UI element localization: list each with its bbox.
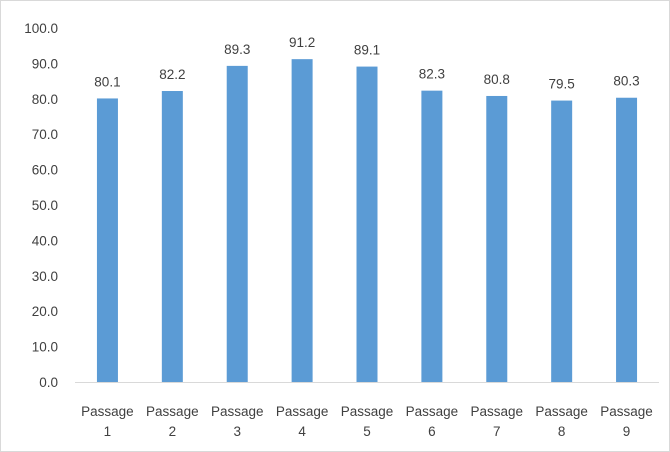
data-label: 89.1 [354, 43, 380, 58]
y-tick-label: 0.0 [39, 375, 58, 390]
bar [96, 98, 118, 383]
x-category-label: 1 [104, 424, 112, 439]
bar [226, 65, 248, 383]
x-category-label: 2 [169, 424, 177, 439]
data-label: 80.1 [94, 74, 120, 89]
x-category-label: Passage [81, 404, 134, 419]
x-category-label: Passage [341, 404, 394, 419]
y-tick-label: 10.0 [32, 340, 58, 355]
y-tick-label: 20.0 [32, 304, 58, 319]
y-tick-label: 50.0 [32, 198, 58, 213]
y-tick-label: 40.0 [32, 233, 58, 248]
bar [291, 59, 313, 382]
x-category-label: Passage [471, 404, 524, 419]
data-label: 80.8 [484, 72, 510, 87]
data-label: 91.2 [289, 35, 315, 50]
x-category-label: Passage [276, 404, 329, 419]
x-category-label: Passage [211, 404, 264, 419]
bar [616, 97, 638, 382]
bar [421, 90, 443, 383]
data-label: 89.3 [224, 42, 250, 57]
data-label: 82.2 [159, 67, 185, 82]
bar [486, 95, 508, 382]
x-category-label: 8 [558, 424, 566, 439]
x-category-label: Passage [535, 404, 588, 419]
bar [356, 66, 378, 382]
y-tick-label: 60.0 [32, 163, 58, 178]
x-category-label: Passage [146, 404, 199, 419]
bar [551, 100, 573, 382]
data-label: 79.5 [549, 77, 575, 92]
data-label: 80.3 [613, 74, 639, 89]
y-tick-label: 100.0 [24, 21, 58, 36]
y-tick-label: 90.0 [32, 56, 58, 71]
x-category-label: 9 [623, 424, 631, 439]
bar [161, 91, 183, 383]
y-tick-label: 70.0 [32, 127, 58, 142]
x-category-label: 4 [298, 424, 306, 439]
x-category-label: Passage [406, 404, 459, 419]
x-category-label: 7 [493, 424, 501, 439]
y-tick-label: 80.0 [32, 92, 58, 107]
x-category-label: Passage [600, 404, 653, 419]
x-category-label: 5 [363, 424, 371, 439]
y-tick-label: 30.0 [32, 269, 58, 284]
data-label: 82.3 [419, 67, 445, 82]
x-category-label: 3 [233, 424, 241, 439]
x-category-label: 6 [428, 424, 436, 439]
